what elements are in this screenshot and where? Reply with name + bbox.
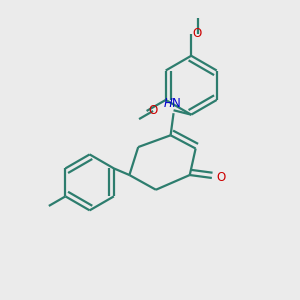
Text: H: H (163, 97, 172, 110)
Text: O: O (193, 27, 202, 40)
Text: N: N (172, 97, 181, 110)
Text: O: O (216, 172, 226, 184)
Text: O: O (148, 104, 157, 118)
